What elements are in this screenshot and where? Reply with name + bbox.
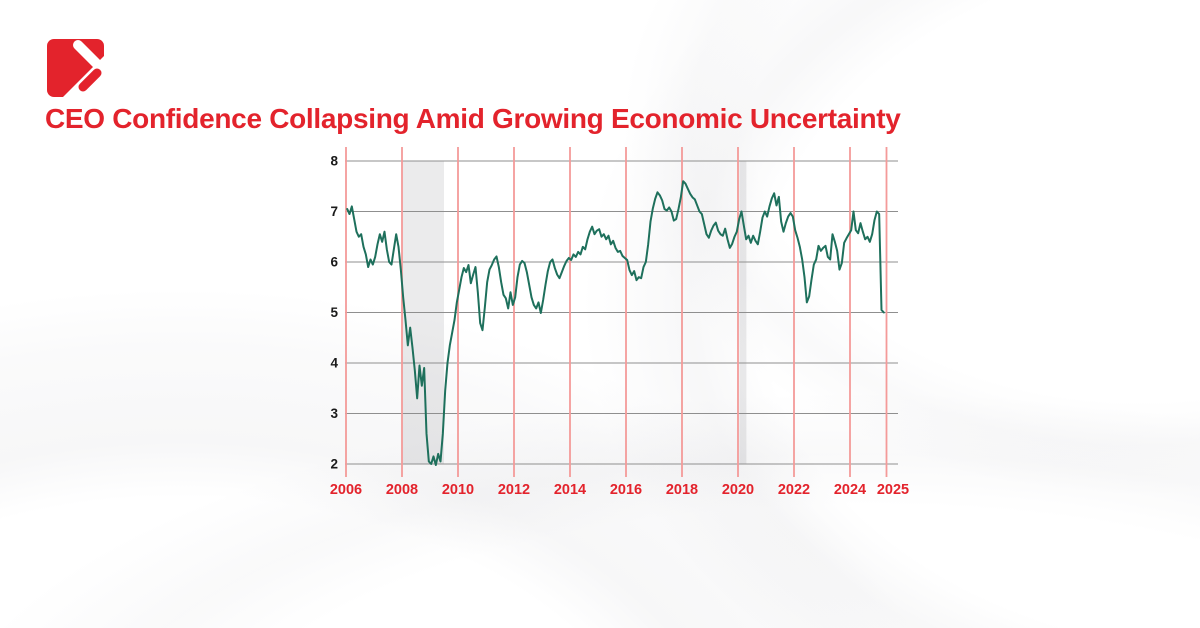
x-axis-labels-group: 2006 2008 2010 2012 2014 2016 2018 2020 2022 2024…: [330, 482, 909, 498]
x-tick-label: 2025: [877, 482, 909, 498]
logo-corner-cut: [61, 51, 109, 99]
y-axis-labels-group: 8 7 6 5 4 3 2: [330, 154, 338, 472]
y-tick-label: 5: [330, 305, 338, 320]
x-tick-label: 2006: [330, 482, 362, 498]
logo-red-capsule: [78, 68, 102, 92]
page-title: CEO Confidence Collapsing Amid Growing E…: [45, 103, 901, 134]
y-tick-label: 4: [330, 356, 338, 371]
y-tick-label: 3: [330, 406, 338, 421]
vertical-gridlines-group: [345, 147, 888, 477]
x-tick-label: 2020: [722, 482, 754, 498]
y-tick-label: 6: [330, 255, 338, 270]
y-tick-label: 7: [330, 204, 338, 219]
x-tick-label: 2010: [442, 482, 474, 498]
x-tick-label: 2014: [554, 482, 586, 498]
x-tick-label: 2022: [778, 482, 810, 498]
x-tick-label: 2008: [386, 482, 418, 498]
x-tick-label: 2018: [666, 482, 698, 498]
confidence-line: [346, 180, 885, 467]
x-tick-label: 2012: [498, 482, 530, 498]
y-tick-label: 8: [330, 154, 338, 169]
brand-logo: [47, 39, 109, 99]
logo-white-slash: [73, 40, 102, 69]
confidence-line-group: [346, 180, 885, 467]
horizontal-gridlines-group: [345, 160, 898, 465]
y-tick-label: 2: [330, 457, 338, 472]
x-tick-label: 2016: [610, 482, 642, 498]
x-tick-label: 2024: [834, 482, 866, 498]
